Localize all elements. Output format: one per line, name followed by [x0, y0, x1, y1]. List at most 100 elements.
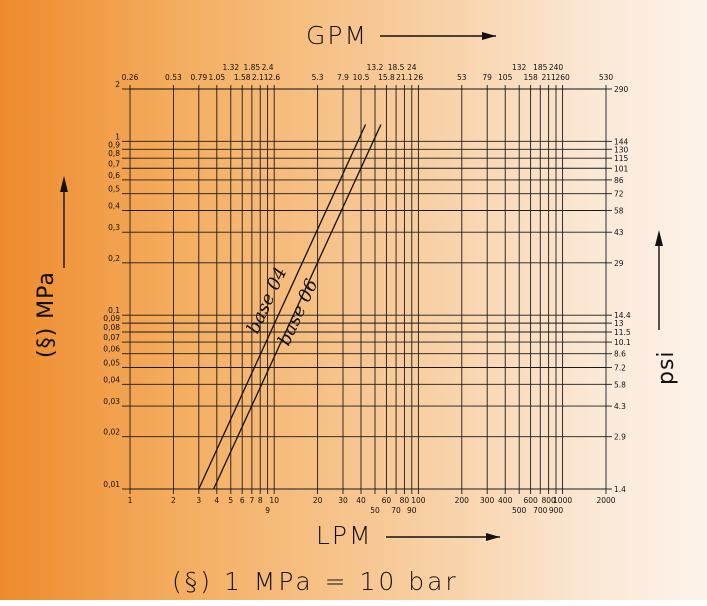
gpm-tick-label: 240: [549, 63, 564, 72]
gpm-tick-label: 0.26: [122, 73, 139, 82]
y-tick-label: 0,01: [103, 480, 120, 489]
mpa-arrow-head: [60, 176, 68, 192]
y-tick-label: 0,1: [108, 306, 120, 315]
psi-tick-label: 29: [614, 259, 624, 268]
x-tick-label: 10: [269, 496, 279, 505]
x-tick-label: 6: [240, 496, 245, 505]
gpm-tick-label: 15.8: [378, 73, 395, 82]
x-tick-label: 800: [541, 496, 556, 505]
gpm-tick-label: 24: [407, 63, 417, 72]
gpm-tick-label: 0.79: [190, 73, 207, 82]
y-tick-label: 0,2: [108, 254, 120, 263]
x-tick-label: 5: [228, 496, 233, 505]
x-tick-label: 8: [258, 496, 263, 505]
gpm-tick-label: 79: [482, 73, 492, 82]
x-tick-label: 600: [523, 496, 538, 505]
y-tick-label: 0,7: [108, 159, 120, 168]
series-line: [213, 124, 382, 490]
x-tick-label: 70: [391, 506, 401, 515]
x-tick-label: 60: [382, 496, 392, 505]
y-tick-label: 0,8: [108, 149, 120, 158]
psi-tick-label: 115: [614, 154, 629, 163]
gpm-tick-label: 132: [512, 63, 527, 72]
gpm-axis-title: GPM: [306, 21, 369, 50]
gpm-tick-label: 2.4: [262, 63, 274, 72]
x-tick-label: 300: [480, 496, 495, 505]
gpm-tick-label: 18.5: [388, 63, 405, 72]
psi-tick-label: 8.6: [614, 350, 626, 359]
y-tick-label: 0,4: [108, 202, 120, 211]
x-tick-label: 1: [128, 496, 133, 505]
gpm-tick-label: 53: [457, 73, 467, 82]
y-tick-label: 0,06: [103, 345, 120, 354]
x-tick-label: 2000: [596, 496, 615, 505]
gpm-tick-label: 0.53: [165, 73, 182, 82]
lpm-arrow-head: [486, 533, 500, 541]
gpm-tick-label: 211: [541, 73, 556, 82]
y-tick-label: 0,05: [103, 358, 120, 367]
series-line: [198, 124, 367, 490]
x-tick-label: 4: [214, 496, 219, 505]
x-tick-label: 900: [549, 506, 564, 515]
y-tick-label: 0,02: [103, 428, 120, 437]
x-tick-label: 700: [533, 506, 548, 515]
psi-tick-label: 11.5: [614, 328, 631, 337]
gpm-tick-label: 10.5: [353, 73, 370, 82]
lpm-axis-title: LPM: [316, 521, 373, 550]
psi-tick-label: 14.4: [614, 311, 631, 320]
y-tick-label: 1: [115, 132, 120, 141]
psi-tick-label: 1.4: [614, 485, 626, 494]
gpm-tick-label: 13.2: [367, 63, 384, 72]
x-tick-label: 80: [400, 496, 410, 505]
psi-tick-label: 4.3: [614, 402, 626, 411]
gpm-tick-label: 2.6: [268, 73, 280, 82]
gpm-tick-label: 1.85: [244, 63, 261, 72]
psi-tick-label: 130: [614, 145, 629, 154]
psi-tick-label: 5.8: [614, 380, 626, 389]
x-tick-label: 200: [455, 496, 470, 505]
gpm-tick-label: 158: [523, 73, 538, 82]
mpa-axis-title: (§) MPa: [34, 271, 59, 358]
gpm-tick-label: 105: [498, 73, 513, 82]
psi-tick-label: 86: [614, 176, 624, 185]
psi-tick-label: 101: [614, 164, 629, 173]
gpm-tick-label: 2.11: [252, 73, 269, 82]
psi-tick-label: 43: [614, 228, 624, 237]
gpm-tick-label: 1.05: [208, 73, 225, 82]
psi-tick-label: 13: [614, 319, 624, 328]
x-tick-label: 9: [265, 506, 270, 515]
psi-tick-label: 290: [614, 85, 629, 94]
psi-tick-label: 7.2: [614, 363, 626, 372]
y-tick-label: 0,03: [103, 397, 120, 406]
y-tick-label: 0,3: [108, 223, 120, 232]
gpm-tick-label: 1.32: [222, 63, 239, 72]
y-tick-label: 0,09: [103, 314, 120, 323]
y-tick-label: 0,6: [108, 171, 120, 180]
x-tick-label: 500: [512, 506, 527, 515]
x-tick-label: 7: [249, 496, 254, 505]
y-tick-label: 0,07: [103, 333, 120, 342]
gpm-tick-label: 7.9: [337, 73, 349, 82]
y-tick-label: 0,04: [103, 375, 120, 384]
gpm-arrow-head: [482, 32, 496, 40]
gpm-tick-label: 1.58: [234, 73, 251, 82]
psi-arrow-head: [655, 230, 663, 246]
x-tick-label: 100: [411, 496, 426, 505]
y-tick-label: 0,08: [103, 323, 120, 332]
gpm-tick-label: 26: [414, 73, 424, 82]
x-tick-label: 50: [370, 506, 380, 515]
x-tick-label: 90: [407, 506, 417, 515]
psi-axis-title: psi: [654, 350, 679, 385]
gpm-tick-label: 21.1: [396, 73, 413, 82]
x-tick-label: 20: [313, 496, 323, 505]
x-tick-label: 40: [356, 496, 366, 505]
x-tick-label: 30: [338, 496, 348, 505]
gpm-tick-label: 260: [555, 73, 570, 82]
psi-tick-label: 10.1: [614, 338, 631, 347]
gpm-tick-label: 185: [533, 63, 548, 72]
x-tick-label: 3: [196, 496, 201, 505]
y-tick-label: 2: [115, 80, 120, 89]
bottom-margin: [0, 600, 707, 606]
